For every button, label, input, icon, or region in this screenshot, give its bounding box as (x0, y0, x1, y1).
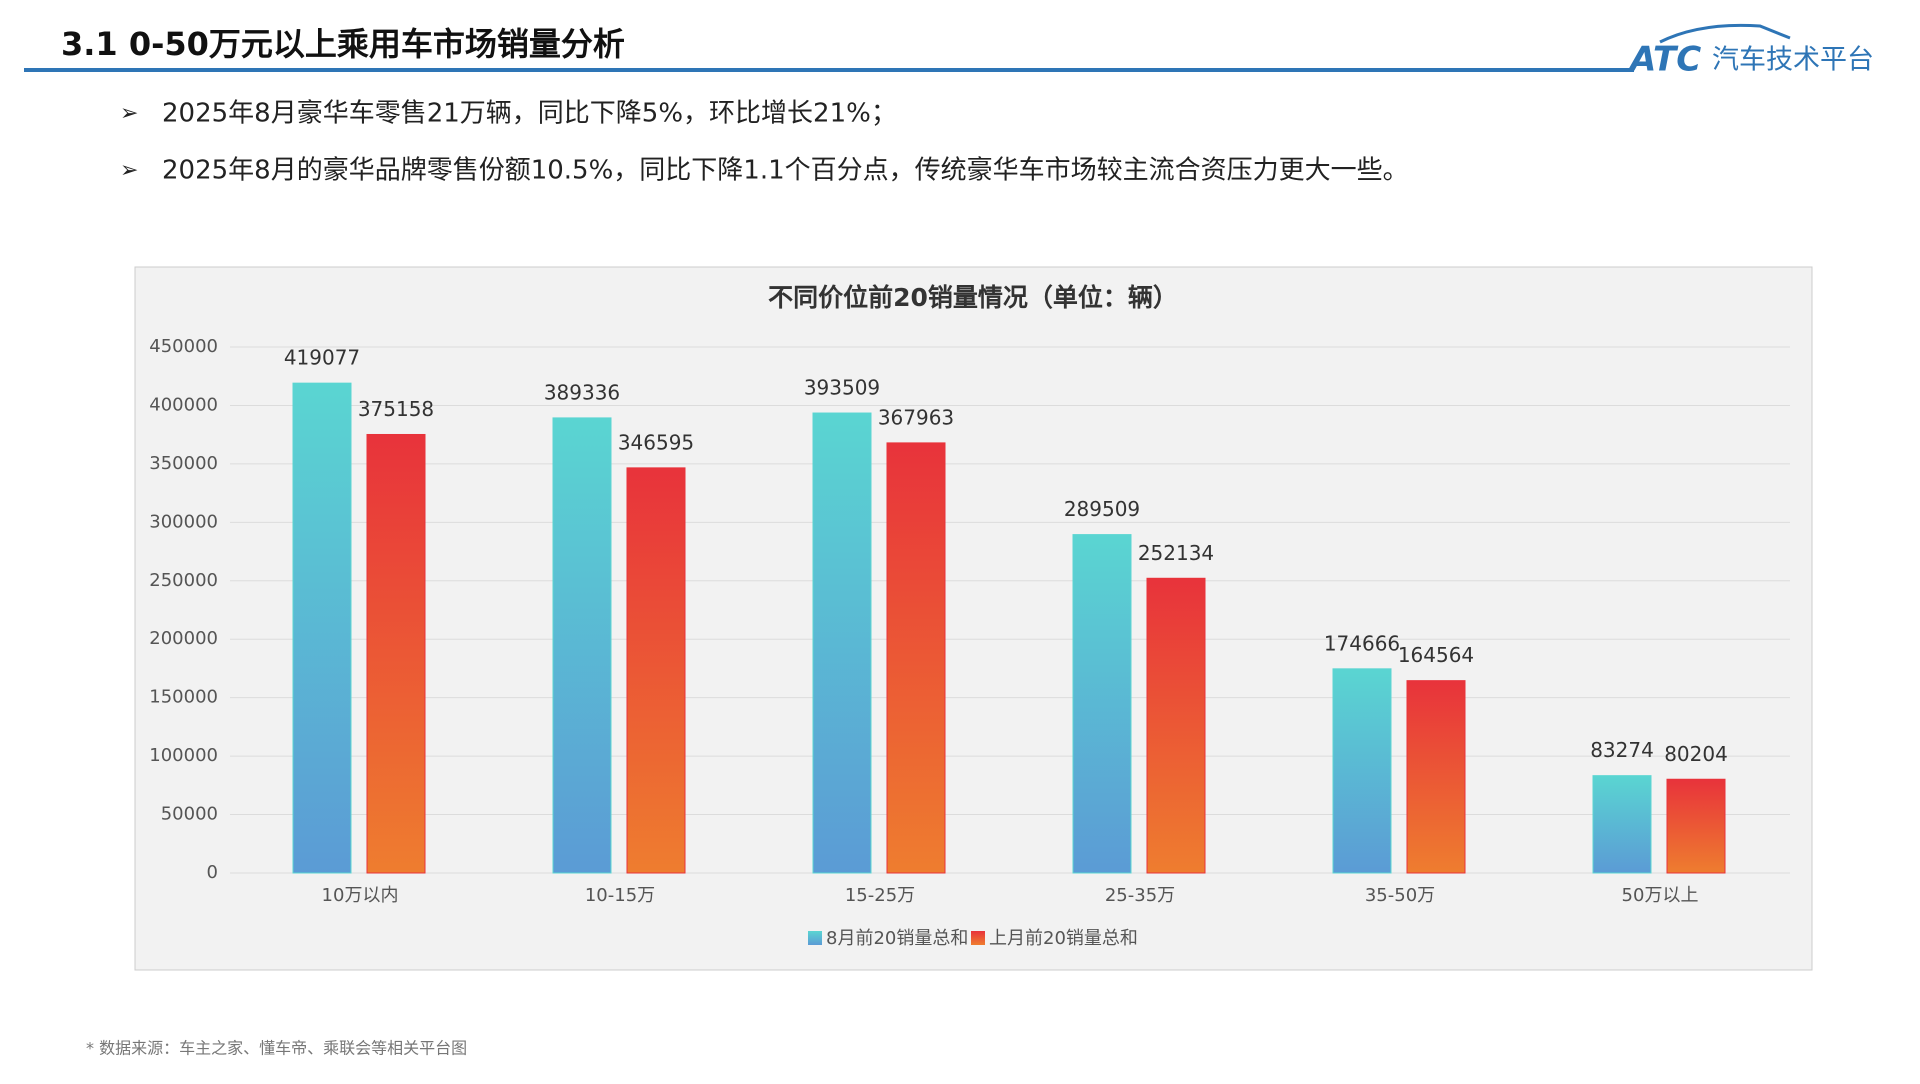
legend-label: 上月前20销量总和 (989, 928, 1138, 949)
bar (292, 382, 352, 874)
y-tick-label: 0 (207, 862, 218, 883)
x-tick-label: 10万以内 (322, 885, 399, 906)
x-tick-label: 15-25万 (845, 885, 915, 906)
slide-title: 3.1 0-50万元以上乘用车市场销量分析 (61, 25, 625, 63)
y-tick-label: 250000 (149, 570, 218, 591)
legend-swatch (808, 931, 822, 945)
y-tick-label: 100000 (149, 745, 218, 766)
title-rule (24, 68, 1634, 72)
value-label: 346595 (618, 430, 694, 454)
bullet: 2025年8月豪华车零售21万辆，同比下降5%，环比增长21%； (162, 99, 897, 129)
bar (812, 412, 872, 874)
bar (886, 442, 946, 874)
x-tick-label: 35-50万 (1365, 885, 1435, 906)
value-label: 393509 (804, 376, 880, 400)
logo: ATC (1627, 40, 1701, 80)
bullet: 2025年8月的豪华品牌零售份额10.5%，同比下降1.1个百分点，传统豪华车市… (162, 156, 1409, 186)
logo-text: 汽车技术平台 (1712, 45, 1874, 76)
bullet-marker: ➢ (120, 101, 138, 126)
footnote: * 数据来源：车主之家、懂车帝、乘联会等相关平台图 (86, 1039, 467, 1058)
y-tick-label: 150000 (149, 687, 218, 708)
value-label: 367963 (878, 405, 954, 429)
logo-arc (1659, 23, 1791, 44)
bar (626, 467, 686, 874)
value-label: 83274 (1590, 738, 1654, 762)
x-tick-label: 10-15万 (585, 885, 655, 906)
y-tick-label: 300000 (149, 511, 218, 532)
value-label: 164564 (1398, 643, 1474, 667)
x-tick-label: 25-35万 (1105, 885, 1175, 906)
bar (552, 417, 612, 874)
x-tick-label: 50万以上 (1622, 885, 1699, 906)
value-label: 174666 (1324, 631, 1400, 655)
bar (1332, 668, 1392, 874)
bullet-marker: ➢ (120, 158, 138, 183)
y-tick-label: 50000 (161, 804, 218, 825)
value-label: 252134 (1138, 541, 1214, 565)
bar (1666, 778, 1726, 874)
value-label: 419077 (284, 346, 360, 370)
y-tick-label: 350000 (149, 453, 218, 474)
bar (1592, 775, 1652, 874)
bar (1072, 534, 1132, 874)
bar (366, 433, 426, 874)
y-tick-label: 400000 (149, 394, 218, 415)
y-tick-label: 450000 (149, 336, 218, 357)
value-label: 289509 (1064, 497, 1140, 521)
legend-label: 8月前20销量总和 (826, 928, 968, 949)
bar (1406, 680, 1466, 874)
value-label: 375158 (358, 397, 434, 421)
value-label: 389336 (544, 380, 620, 404)
bar (1146, 577, 1206, 874)
chart-title: 不同价位前20销量情况（单位：辆） (768, 283, 1178, 312)
legend-swatch (971, 931, 985, 945)
y-tick-label: 200000 (149, 628, 218, 649)
value-label: 80204 (1664, 742, 1728, 766)
